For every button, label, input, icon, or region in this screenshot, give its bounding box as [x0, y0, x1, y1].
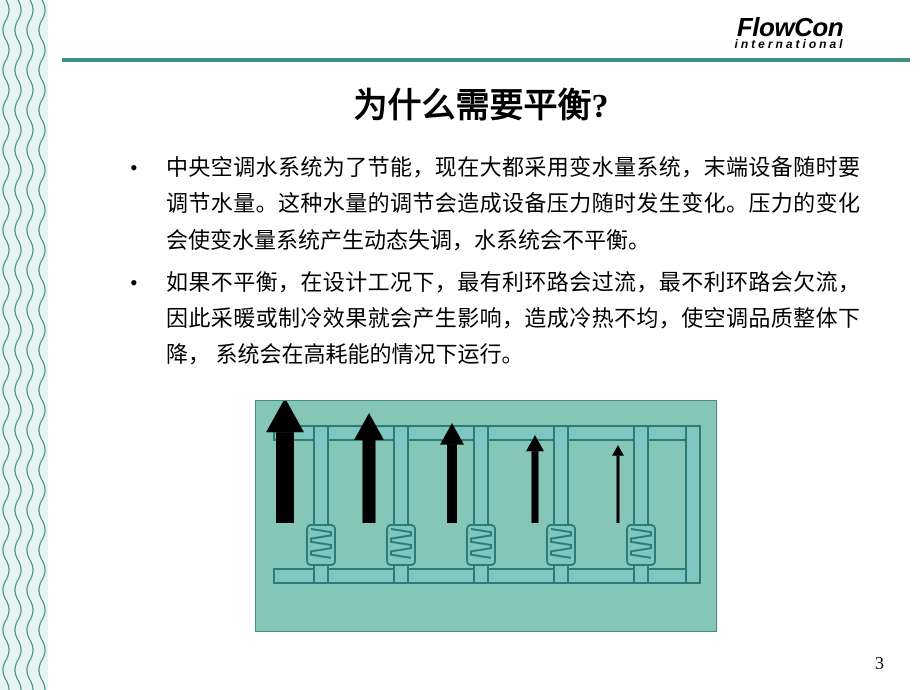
bullet-item: 如果不平衡，在设计工况下，最有利环路会过流，最不利环路会欠流，因此采暖或制冷效果… — [130, 265, 860, 374]
page-number: 3 — [875, 653, 884, 674]
bullet-item: 中央空调水系统为了节能，现在大都采用变水量系统，末端设备随时要调节水量。这种水量… — [130, 150, 860, 259]
slide-title: 为什么需要平衡? — [62, 78, 900, 127]
slide: FlowCon international 为什么需要平衡? 中央空调水系统为了… — [0, 0, 920, 690]
flow-balance-diagram — [255, 400, 717, 632]
logo: FlowCon international — [680, 10, 900, 54]
bullet-list: 中央空调水系统为了节能，现在大都采用变水量系统，末端设备随时要调节水量。这种水量… — [130, 150, 860, 380]
logo-subtitle: international — [734, 38, 845, 50]
header-divider — [62, 58, 910, 62]
left-wave-decor — [0, 0, 48, 690]
